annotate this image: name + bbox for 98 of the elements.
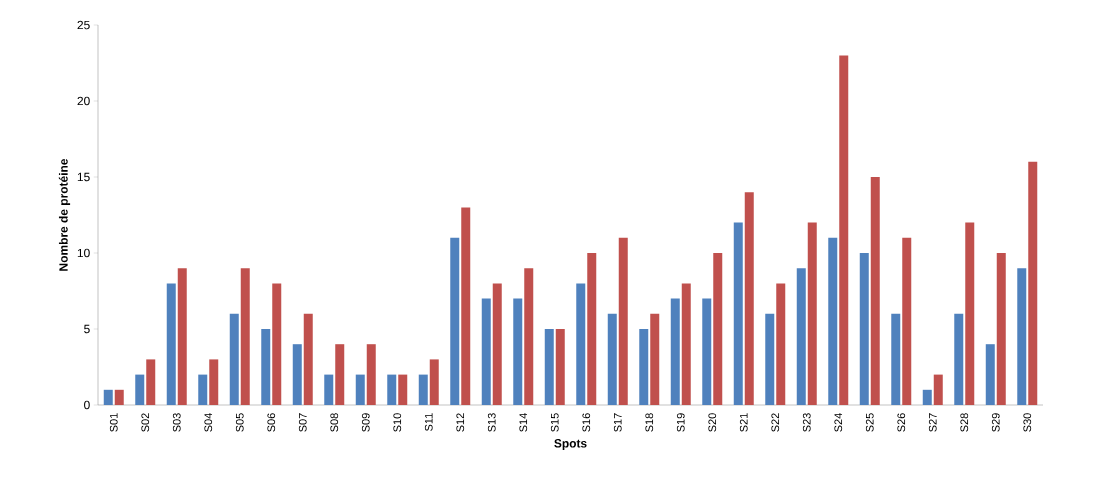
bar [292,344,302,405]
bar [146,359,156,405]
bar [587,253,597,405]
bar [240,268,250,405]
bar [398,374,408,405]
x-tick-label: S19 [676,413,685,432]
bar [859,253,869,405]
bar [177,268,187,405]
x-tick-label: S02 [141,413,150,432]
bar [229,313,239,405]
bar [492,283,502,405]
bar [1017,268,1027,405]
x-tick-label: S23 [802,413,811,432]
bar [261,329,271,405]
y-tick-label: 25 [77,20,90,30]
x-tick-label: S20 [708,413,717,432]
x-tick-label: S30 [1023,413,1032,432]
x-tick-label: S14 [519,413,528,432]
bar [418,374,428,405]
bar [891,313,901,405]
y-tick-label: 0 [84,400,90,410]
bar [303,313,313,405]
bar [576,283,586,405]
bar [954,313,964,405]
bar [902,237,912,405]
bar [744,192,754,405]
y-axis-title: Nombre de protéine [58,158,71,271]
x-tick-label: S06 [267,413,276,432]
x-tick-label: S01 [109,413,118,432]
bar [209,359,219,405]
bar [713,253,723,405]
x-tick-label: S27 [928,413,937,432]
x-tick-label: S28 [960,413,969,432]
bar [996,253,1006,405]
bar [776,283,786,405]
bar [607,313,617,405]
bar [933,374,943,405]
bar [828,237,838,405]
x-tick-label: S03 [172,413,181,432]
bar [544,329,554,405]
bar [670,298,680,405]
bar [618,237,628,405]
x-tick-label: S25 [865,413,874,432]
bar [985,344,995,405]
bar [429,359,439,405]
bar [355,374,365,405]
bar [650,313,660,405]
y-tick-label: 20 [77,96,90,106]
bar [639,329,649,405]
y-tick-label: 10 [77,248,90,258]
bar [513,298,523,405]
bar [387,374,397,405]
bar [733,222,743,405]
x-tick-label: S08 [330,413,339,432]
bar [702,298,712,405]
bar [765,313,775,405]
bar [796,268,806,405]
bar [166,283,176,405]
bar [839,55,849,405]
x-tick-label: S04 [204,413,213,432]
bar [922,389,932,405]
x-tick-label: S16 [582,413,591,432]
x-tick-label: S11 [424,413,433,431]
y-tick-label: 15 [77,172,90,182]
x-tick-label: S21 [739,413,748,432]
bar [555,329,565,405]
x-tick-label: S13 [487,413,496,432]
bar [870,177,880,405]
x-tick-label: S10 [393,413,402,432]
x-tick-label: S17 [613,413,622,432]
bar [103,389,113,405]
x-axis-title: Spots [554,439,587,450]
x-tick-label: S05 [235,413,244,432]
x-tick-label: S07 [298,413,307,432]
bar [114,389,124,405]
bar [366,344,376,405]
bar [681,283,691,405]
bar [324,374,334,405]
bar [807,222,817,405]
x-tick-label: S09 [361,413,370,432]
y-tick-label: 5 [84,324,90,334]
bar [965,222,975,405]
x-tick-label: S26 [897,413,906,432]
bar [450,237,460,405]
bar [135,374,145,405]
x-tick-label: S22 [771,413,780,432]
bar [272,283,282,405]
x-tick-label: S29 [991,413,1000,432]
bar [198,374,208,405]
bar [524,268,534,405]
bar [481,298,491,405]
bar [335,344,345,405]
bar [1028,161,1038,405]
x-tick-label: S18 [645,413,654,432]
x-tick-label: S15 [550,413,559,432]
x-tick-label: S24 [834,413,843,432]
bar [461,207,471,405]
x-tick-label: S12 [456,413,465,432]
